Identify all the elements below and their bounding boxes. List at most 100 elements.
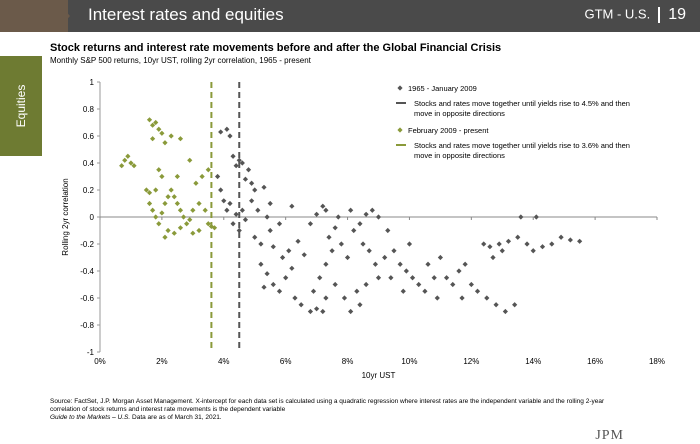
- point-2009-present: [150, 122, 156, 128]
- point-1965-2009: [233, 163, 239, 169]
- point-1965-2009: [422, 288, 428, 294]
- point-1965-2009: [323, 261, 329, 267]
- point-1965-2009: [400, 288, 406, 294]
- point-1965-2009: [236, 157, 242, 163]
- point-2009-present: [205, 167, 211, 173]
- point-1965-2009: [267, 227, 273, 234]
- point-1965-2009: [252, 187, 258, 193]
- chart-title: Stock returns and interest rate movement…: [50, 42, 502, 54]
- point-2009-present: [159, 130, 165, 136]
- point-2009-present: [177, 207, 184, 213]
- y-tick-label: -0.8: [80, 321, 94, 330]
- legend-marker-1965-2009: [397, 85, 403, 91]
- point-1965-2009: [326, 234, 332, 240]
- point-1965-2009: [481, 241, 487, 247]
- point-1965-2009: [530, 248, 536, 254]
- y-tick-label: -0.4: [80, 267, 94, 276]
- point-1965-2009: [270, 281, 276, 288]
- point-1965-2009: [258, 241, 264, 247]
- legend-label-1965-2009: 1965 - January 2009: [408, 84, 477, 93]
- point-1965-2009: [450, 281, 456, 288]
- x-tick-label: 18%: [649, 357, 665, 366]
- point-2009-present: [131, 163, 137, 169]
- point-2009-present: [165, 194, 171, 200]
- point-1965-2009: [214, 173, 221, 180]
- point-1965-2009: [375, 275, 382, 281]
- footnote-date: Data are as of March 31, 2021.: [130, 414, 222, 421]
- point-2009-present: [150, 207, 156, 213]
- point-2009-present: [128, 160, 134, 166]
- point-1965-2009: [224, 207, 230, 213]
- point-1965-2009: [459, 295, 465, 301]
- point-1965-2009: [239, 160, 245, 166]
- point-2009-present: [171, 230, 177, 236]
- point-2009-present: [184, 221, 190, 227]
- point-1965-2009: [388, 275, 394, 281]
- footnote-source: Source: FactSet, J.P. Morgan Asset Manag…: [50, 398, 605, 413]
- point-1965-2009: [255, 207, 261, 213]
- y-tick-label: -1: [87, 348, 95, 357]
- point-1965-2009: [338, 241, 344, 247]
- y-tick-label: -0.6: [80, 294, 94, 303]
- point-2009-present: [190, 207, 196, 213]
- point-2009-present: [143, 187, 150, 193]
- point-1965-2009: [307, 308, 314, 315]
- legend-label-2009-present: February 2009 - present: [408, 126, 489, 135]
- point-2009-present: [187, 157, 193, 163]
- point-1965-2009: [261, 284, 267, 290]
- point-1965-2009: [474, 288, 481, 294]
- point-1965-2009: [224, 126, 230, 132]
- section-tab[interactable]: Equities: [0, 56, 42, 156]
- x-axis-label: 10yr UST: [362, 371, 396, 380]
- point-1965-2009: [317, 275, 323, 281]
- point-1965-2009: [242, 176, 249, 182]
- point-1965-2009: [236, 227, 242, 234]
- point-1965-2009: [518, 214, 524, 220]
- footnote-guide: Guide to the Markets – U.S.: [50, 414, 131, 421]
- point-1965-2009: [218, 129, 224, 135]
- point-1965-2009: [227, 200, 233, 207]
- point-1965-2009: [549, 241, 555, 247]
- point-1965-2009: [431, 275, 437, 281]
- point-1965-2009: [360, 241, 366, 247]
- point-1965-2009: [279, 254, 286, 261]
- point-1965-2009: [292, 295, 298, 301]
- point-1965-2009: [329, 248, 335, 254]
- point-1965-2009: [230, 153, 236, 159]
- page-number: 19: [668, 6, 686, 23]
- point-2009-present: [125, 153, 131, 159]
- point-2009-present: [177, 136, 184, 142]
- y-axis-label: Rolling 2yr correlation: [61, 178, 70, 255]
- point-2009-present: [153, 214, 159, 220]
- point-2009-present: [159, 173, 165, 180]
- point-1965-2009: [369, 207, 375, 213]
- point-1965-2009: [314, 306, 320, 312]
- point-1965-2009: [230, 221, 236, 227]
- point-1965-2009: [323, 207, 329, 213]
- point-2009-present: [174, 173, 180, 180]
- point-1965-2009: [295, 238, 301, 244]
- point-1965-2009: [307, 221, 314, 227]
- point-2009-present: [150, 136, 156, 142]
- point-1965-2009: [397, 261, 403, 267]
- point-1965-2009: [416, 281, 422, 288]
- point-2009-present: [156, 221, 162, 227]
- point-1965-2009: [375, 214, 382, 220]
- point-1965-2009: [363, 211, 369, 217]
- legend-threshold-pre2009-line2: move in opposite directions: [414, 109, 505, 118]
- point-1965-2009: [335, 214, 341, 220]
- x-tick-label: 12%: [463, 357, 479, 366]
- x-tick-label: 8%: [342, 357, 354, 366]
- x-tick-label: 10%: [401, 357, 417, 366]
- point-1965-2009: [332, 281, 338, 288]
- point-1965-2009: [276, 288, 283, 294]
- point-1965-2009: [443, 275, 450, 281]
- point-2009-present: [156, 167, 162, 173]
- point-2009-present: [199, 173, 205, 180]
- point-1965-2009: [403, 268, 409, 274]
- point-1965-2009: [490, 254, 496, 261]
- y-tick-label: 0.4: [83, 159, 95, 168]
- point-1965-2009: [348, 308, 354, 315]
- point-1965-2009: [320, 203, 326, 209]
